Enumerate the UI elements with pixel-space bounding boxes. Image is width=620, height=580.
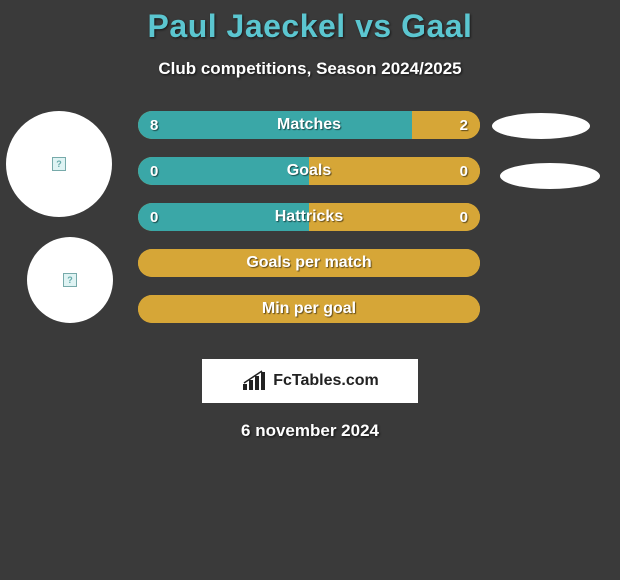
bar-row-goals: 0 Goals 0 [138, 157, 480, 185]
page-title: Paul Jaeckel vs Gaal [0, 0, 620, 45]
date-text: 6 november 2024 [0, 421, 620, 441]
bar-val-p2: 2 [460, 111, 468, 139]
placeholder-icon: ? [63, 273, 77, 287]
placeholder-icon: ? [52, 157, 66, 171]
bars-logo-icon [241, 370, 269, 392]
brand-footer: FcTables.com [202, 359, 418, 403]
player1-avatar-main: ? [6, 111, 112, 217]
player1-avatar-secondary: ? [27, 237, 113, 323]
bar-row-goals-per-match: Goals per match [138, 249, 480, 277]
bar-label: Matches [138, 111, 480, 139]
page-subtitle: Club competitions, Season 2024/2025 [0, 59, 620, 79]
bar-label: Goals [138, 157, 480, 185]
bar-label: Goals per match [138, 249, 480, 277]
bar-label: Min per goal [138, 295, 480, 323]
comparison-chart: ? ? 8 Matches 2 0 Goals 0 0 Hattricks 0 [0, 111, 620, 341]
bar-val-p2: 0 [460, 157, 468, 185]
player2-avatar-ellipse-2 [500, 163, 600, 189]
bar-row-matches: 8 Matches 2 [138, 111, 480, 139]
bar-label: Hattricks [138, 203, 480, 231]
bar-val-p2: 0 [460, 203, 468, 231]
bar-row-min-per-goal: Min per goal [138, 295, 480, 323]
bars-container: 8 Matches 2 0 Goals 0 0 Hattricks 0 Goal… [138, 111, 480, 341]
brand-text: FcTables.com [273, 372, 379, 390]
player2-avatar-ellipse-1 [492, 113, 590, 139]
bar-row-hattricks: 0 Hattricks 0 [138, 203, 480, 231]
